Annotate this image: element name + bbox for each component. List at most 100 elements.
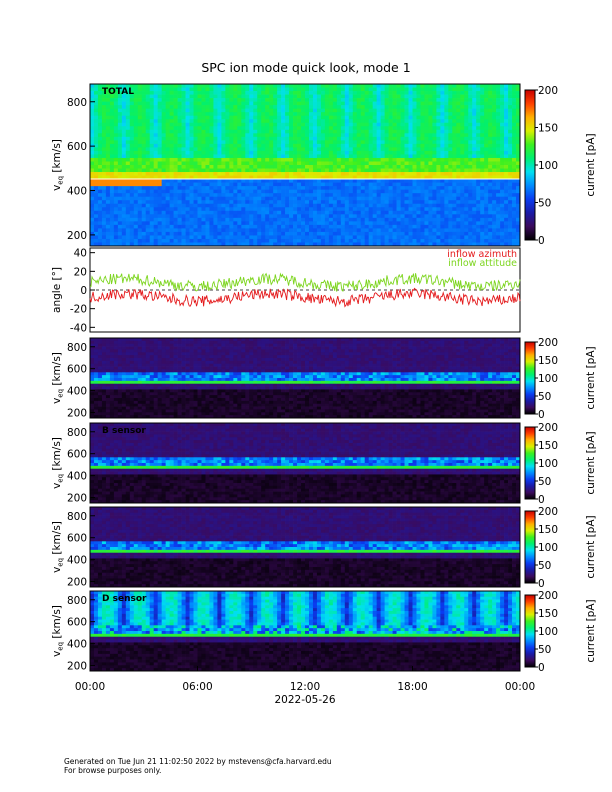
heatmap-cell [448, 91, 453, 95]
heatmap-cell [237, 140, 242, 145]
heatmap-cell [336, 207, 342, 212]
heatmap-cell [133, 98, 139, 102]
heatmap-cell [297, 179, 302, 183]
heatmap-cell [348, 161, 354, 166]
heatmap-cell [360, 168, 366, 173]
heatmap-cell [368, 221, 374, 226]
heatmap-cell [273, 196, 278, 201]
heatmap-cell [412, 101, 417, 106]
heatmap-cell [229, 157, 234, 162]
heatmap-cell [233, 214, 238, 219]
heatmap-cell [512, 224, 517, 229]
heatmap-cell [137, 143, 143, 148]
heatmap-cell [324, 129, 330, 134]
heatmap-cell [492, 122, 497, 127]
heatmap-cell [305, 147, 310, 152]
heatmap-cell [197, 94, 202, 99]
heatmap-cell [512, 210, 517, 215]
heatmap-cell [396, 175, 401, 180]
heatmap-cell [412, 235, 417, 240]
heatmap-cell [113, 105, 119, 109]
heatmap-cell [189, 105, 194, 109]
heatmap-cell [261, 126, 266, 131]
heatmap-cell [141, 94, 147, 99]
heatmap-cell [500, 122, 505, 127]
heatmap-cell [145, 200, 151, 205]
heatmap-cell [472, 231, 477, 236]
heatmap-cell [101, 224, 107, 229]
heatmap-cell [241, 161, 246, 166]
heatmap-cell [257, 217, 262, 222]
heatmap-cell [153, 115, 159, 120]
heatmap-cell [308, 196, 314, 201]
heatmap-cell [289, 214, 294, 219]
heatmap-cell [205, 157, 210, 162]
heatmap-cell [177, 147, 182, 152]
heatmap-cell [484, 126, 489, 131]
heatmap-cell [388, 186, 393, 190]
heatmap-cell [97, 101, 103, 106]
heatmap-cell [265, 154, 270, 159]
heatmap-cell [384, 238, 389, 243]
heatmap-cell [90, 122, 95, 127]
heatmap-cell [316, 207, 322, 212]
heatmap-cell [404, 242, 409, 247]
heatmap-cell [312, 108, 318, 113]
heatmap-cell [396, 143, 401, 148]
heatmap-cell [265, 84, 270, 88]
heatmap-cell [484, 143, 489, 148]
heatmap-cell [364, 126, 370, 131]
heatmap-cell [129, 136, 135, 141]
heatmap-cell [368, 242, 374, 247]
heatmap-cell [404, 108, 409, 113]
heatmap-cell [484, 179, 489, 183]
heatmap-cell [133, 207, 139, 212]
heatmap-cell [137, 210, 143, 215]
heatmap-cell [161, 179, 166, 183]
heatmap-cell [324, 165, 330, 169]
heatmap-cell [177, 119, 182, 124]
heatmap-cell [233, 112, 238, 117]
heatmap-cell [468, 231, 473, 236]
heatmap-cell [340, 147, 346, 152]
heatmap-cell [312, 143, 318, 148]
heatmap-cell [117, 84, 123, 88]
heatmap-cell [384, 133, 389, 138]
heatmap-cell [185, 112, 190, 117]
heatmap-cell [161, 154, 166, 159]
heatmap-cell [137, 214, 143, 219]
heatmap-cell [380, 133, 385, 138]
heatmap-cell [173, 228, 178, 233]
heatmap-cell [225, 228, 230, 233]
heatmap-cell [372, 94, 378, 99]
heatmap-cell [412, 168, 417, 173]
plot-frame [89, 247, 521, 333]
heatmap-cell [480, 193, 485, 198]
heatmap-cell [173, 235, 178, 240]
heatmap-cell [336, 161, 342, 166]
heatmap-cell [364, 136, 370, 141]
heatmap-cell [261, 235, 266, 240]
heatmap-cell [109, 115, 115, 120]
heatmap-cell [464, 140, 469, 145]
heatmap-cell [336, 119, 342, 124]
heatmap-cell [452, 101, 457, 106]
heatmap-cell [356, 228, 362, 233]
heatmap-cell [293, 119, 298, 124]
heatmap-cell [181, 119, 186, 124]
heatmap-cell [209, 133, 214, 138]
heatmap-cell [253, 91, 258, 95]
heatmap-cell [320, 115, 326, 120]
heatmap-cell [396, 98, 401, 102]
heatmap-cell [424, 196, 429, 201]
heatmap-cell [109, 210, 115, 215]
heatmap-cell [320, 161, 326, 166]
heatmap-cell [332, 242, 338, 247]
heatmap-cell [133, 91, 139, 95]
heatmap-cell [420, 231, 425, 236]
heatmap-cell [109, 108, 115, 113]
heatmap-cell [173, 101, 178, 106]
heatmap-cell [448, 101, 453, 106]
heatmap-cell [508, 108, 513, 113]
heatmap-cell [189, 235, 194, 240]
